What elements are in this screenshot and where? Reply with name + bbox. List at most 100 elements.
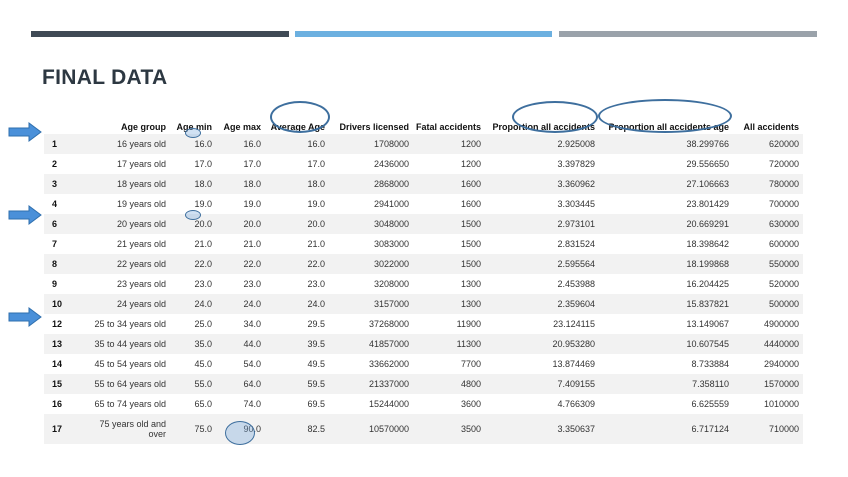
- cell-age-group: 55 to 64 years old: [94, 379, 166, 389]
- cell-proportion-all-accidents-age: 18.398642: [686, 239, 729, 249]
- cell-all-accidents: 710000: [768, 424, 799, 434]
- cell-all-accidents: 4440000: [763, 339, 799, 349]
- right-arrow-icon: [8, 307, 42, 327]
- cell-row-index: 12: [52, 319, 63, 329]
- cell-age-group: 45 to 54 years old: [94, 359, 166, 369]
- cell-proportion-all-accidents-age: 15.837821: [686, 299, 729, 309]
- cell-proportion-all-accidents-age: 6.625559: [691, 399, 729, 409]
- cell-age-group: 18 years old: [116, 179, 166, 189]
- cell-proportion-all-accidents: 2.973101: [557, 219, 595, 229]
- cell-age-min: 19.0: [194, 199, 212, 209]
- cell-proportion-all-accidents: 3.360962: [557, 179, 595, 189]
- table-row: 17 75 years old and over 75.0 90.0 82.5 10570…: [44, 414, 803, 444]
- cell-drivers-licensed: 15244000: [368, 399, 409, 409]
- cell-average-age: 69.5: [307, 399, 325, 409]
- cell-average-age: 23.0: [307, 279, 325, 289]
- cell-age-min: 23.0: [194, 279, 212, 289]
- cell-drivers-licensed: 3157000: [373, 299, 409, 309]
- cell-average-age: 17.0: [307, 159, 325, 169]
- header-bar-dark: [31, 31, 289, 37]
- table-row: 15 55 to 64 years old 55.0 64.0 59.5 21337000…: [44, 374, 803, 394]
- cell-age-group: 35 to 44 years old: [94, 339, 166, 349]
- cell-fatal-accidents: 1500: [460, 219, 481, 229]
- cell-age-max: 24.0: [243, 299, 261, 309]
- cell-age-max: 20.0: [243, 219, 261, 229]
- cell-drivers-licensed: 3208000: [373, 279, 409, 289]
- cell-fatal-accidents: 1300: [460, 279, 481, 289]
- header-age-max: Age max: [223, 122, 261, 132]
- cell-drivers-licensed: 37268000: [368, 319, 409, 329]
- cell-drivers-licensed: 2868000: [373, 179, 409, 189]
- table-row: 6 20 years old 20.0 20.0 20.0 3048000 1500 2.97…: [44, 214, 803, 234]
- cell-age-group: 24 years old: [116, 299, 166, 309]
- cell-proportion-all-accidents-age: 27.106663: [686, 179, 729, 189]
- cell-proportion-all-accidents-age: 6.717124: [691, 424, 729, 434]
- cell-all-accidents: 520000: [768, 279, 799, 289]
- highlight-dot-age-20: [185, 210, 201, 220]
- cell-proportion-all-accidents: 3.350637: [557, 424, 595, 434]
- cell-fatal-accidents: 1600: [460, 199, 481, 209]
- cell-proportion-all-accidents: 3.397829: [557, 159, 595, 169]
- cell-row-index: 10: [52, 299, 63, 309]
- cell-age-min: 21.0: [194, 239, 212, 249]
- cell-age-group: 16 years old: [116, 139, 166, 149]
- cell-proportion-all-accidents-age: 20.669291: [686, 219, 729, 229]
- cell-average-age: 19.0: [307, 199, 325, 209]
- cell-proportion-all-accidents: 2.453988: [557, 279, 595, 289]
- cell-drivers-licensed: 10570000: [368, 424, 409, 434]
- final-data-table: Age group Age min Age max Average Age Dr…: [44, 108, 803, 444]
- cell-all-accidents: 600000: [768, 239, 799, 249]
- cell-drivers-licensed: 2941000: [373, 199, 409, 209]
- cell-all-accidents: 700000: [768, 199, 799, 209]
- cell-proportion-all-accidents-age: 23.801429: [686, 199, 729, 209]
- cell-age-min: 18.0: [194, 179, 212, 189]
- cell-drivers-licensed: 1708000: [373, 139, 409, 149]
- cell-row-index: 3: [52, 179, 58, 189]
- cell-proportion-all-accidents: 2.831524: [557, 239, 595, 249]
- cell-age-max: 44.0: [243, 339, 261, 349]
- cell-average-age: 29.5: [307, 319, 325, 329]
- cell-age-max: 17.0: [243, 159, 261, 169]
- cell-average-age: 24.0: [307, 299, 325, 309]
- cell-age-group: 19 years old: [116, 199, 166, 209]
- cell-age-min: 45.0: [194, 359, 212, 369]
- cell-proportion-all-accidents-age: 13.149067: [686, 319, 729, 329]
- cell-all-accidents: 1010000: [763, 399, 799, 409]
- cell-age-min: 17.0: [194, 159, 212, 169]
- header-fatal-accidents: Fatal accidents: [415, 122, 481, 132]
- cell-average-age: 39.5: [307, 339, 325, 349]
- cell-fatal-accidents: 3500: [460, 424, 481, 434]
- cell-average-age: 82.5: [307, 424, 325, 434]
- cell-proportion-all-accidents: 4.766309: [557, 399, 595, 409]
- table-row: 16 65 to 74 years old 65.0 74.0 69.5 15244000…: [44, 394, 803, 414]
- cell-age-min: 65.0: [194, 399, 212, 409]
- cell-age-min: 35.0: [194, 339, 212, 349]
- header-age-group: Age group: [121, 122, 166, 132]
- cell-proportion-all-accidents-age: 7.358110: [692, 379, 729, 389]
- cell-age-group: 17 years old: [116, 159, 166, 169]
- cell-average-age: 22.0: [307, 259, 325, 269]
- cell-all-accidents: 620000: [768, 139, 799, 149]
- cell-average-age: 21.0: [307, 239, 325, 249]
- cell-drivers-licensed: 21337000: [368, 379, 409, 389]
- cell-all-accidents: 720000: [768, 159, 799, 169]
- highlight-dot-age-min: [185, 128, 201, 138]
- cell-drivers-licensed: 41857000: [368, 339, 409, 349]
- cell-age-min: 24.0: [194, 299, 212, 309]
- table-row: 10 24 years old 24.0 24.0 24.0 3157000 1300 2.3…: [44, 294, 803, 314]
- cell-age-group: 65 to 74 years old: [94, 399, 166, 409]
- cell-proportion-all-accidents: 2.925008: [557, 139, 595, 149]
- cell-row-index: 16: [52, 399, 63, 409]
- right-arrow-icon: [8, 205, 42, 225]
- cell-age-group: 20 years old: [116, 219, 166, 229]
- cell-proportion-all-accidents-age: 10.607545: [686, 339, 729, 349]
- cell-age-min: 16.0: [194, 139, 212, 149]
- cell-age-min: 20.0: [194, 219, 212, 229]
- cell-age-min: 25.0: [194, 319, 212, 329]
- cell-row-index: 8: [52, 259, 58, 269]
- cell-fatal-accidents: 11300: [456, 339, 481, 349]
- cell-proportion-all-accidents-age: 38.299766: [686, 139, 729, 149]
- cell-drivers-licensed: 3048000: [373, 219, 409, 229]
- cell-all-accidents: 500000: [768, 299, 799, 309]
- cell-average-age: 59.5: [307, 379, 325, 389]
